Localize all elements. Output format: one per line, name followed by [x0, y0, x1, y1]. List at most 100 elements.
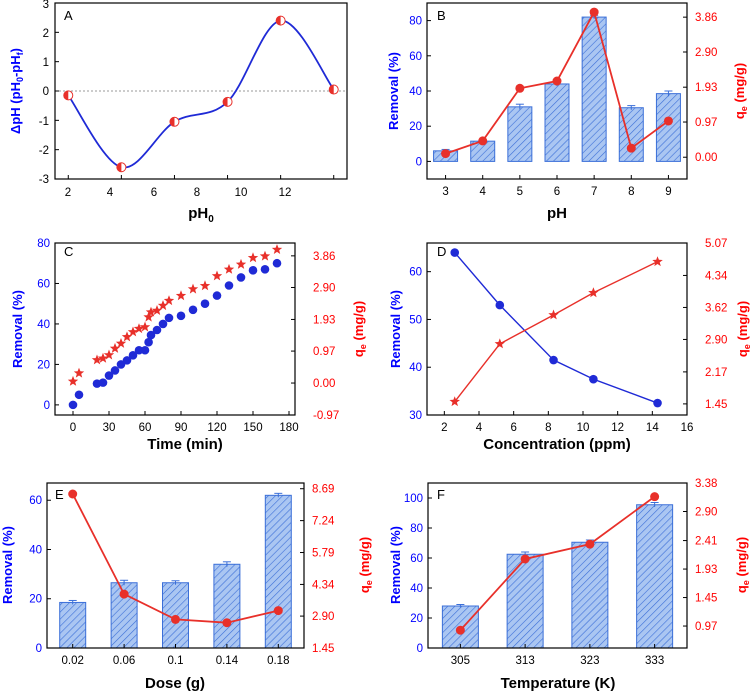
panel-e-xtick: 0.06: [113, 655, 135, 667]
panel-a-point: [222, 96, 233, 107]
panel-c-qe-star: [109, 342, 121, 353]
panel-f-ltick: 80: [410, 523, 423, 535]
panel-e-qe-point: [222, 618, 232, 628]
panel-a-y-ticks: -3 -2 -1 0 1 2 3: [39, 0, 49, 186]
panel-b-rtick: 1.93: [695, 82, 717, 94]
panel-d-removal-point: [450, 248, 460, 257]
panel-f-qe-point: [520, 554, 530, 564]
panel-e-qe-point: [68, 489, 78, 499]
panel-c-xtick: 120: [207, 422, 226, 434]
panel-f-rtick: 2.41: [695, 536, 717, 548]
panel-c-removal-point: [152, 325, 162, 335]
panel-b-ltick: 60: [409, 51, 422, 63]
panel-c-qe-star: [211, 270, 223, 281]
panel-c-qe-star: [121, 331, 133, 342]
panel-a-xtick: 8: [194, 187, 200, 199]
panel-b-right-ticks: 0.00 0.97 1.93 2.90 3.86: [683, 12, 717, 164]
panel-c-removal-point: [98, 378, 108, 387]
panel-e-xlabel: Dose (g): [145, 675, 205, 692]
panel-b-ltick: 40: [409, 86, 422, 98]
panel-c-left-ticks: 0 20 40 60 80: [37, 238, 59, 412]
panel-f-xtick: 323: [580, 655, 599, 667]
panel-e-rtick: 4.34: [312, 579, 335, 591]
panel-c-removal-point: [104, 371, 114, 380]
panel-f-qe-point: [585, 539, 595, 549]
panel-b-ltick: 0: [416, 156, 422, 168]
panel-a-point: [328, 84, 339, 95]
panel-e-rtick: 1.45: [312, 643, 334, 655]
panel-c-removal-point: [158, 319, 168, 329]
panel-f-x-ticks: 305 313 323 333: [451, 644, 664, 667]
panel-b-qe-point: [441, 149, 451, 159]
panel-b-qe-point: [663, 116, 673, 126]
panel-a-ytick: 0: [43, 86, 49, 98]
panel-e-ltick: 20: [29, 594, 42, 606]
panel-c-qe-star: [139, 321, 151, 332]
panel-b-ylabel-left: Removal (%): [386, 52, 401, 130]
panel-e-bar: [59, 601, 87, 649]
panel-c-removal-point: [248, 266, 258, 275]
panel-a-points: [63, 15, 339, 173]
panel-c-removal-point: [224, 281, 234, 290]
panel-a-ytick: 3: [43, 0, 49, 11]
panel-c-qe-star: [103, 349, 115, 360]
panel-a-label: A: [64, 8, 73, 23]
panel-c-qe-star: [223, 263, 235, 274]
panel-d-removal-point: [495, 300, 505, 310]
panel-f-points: [455, 492, 660, 635]
panel-b-xtick: 8: [628, 186, 634, 198]
panel-d-frame: [426, 242, 688, 416]
panel-b-xtick: 4: [480, 186, 487, 198]
panel-c-qe-star: [145, 306, 157, 317]
panel-a-ytick: -3: [39, 174, 49, 186]
panel-c-ltick: 40: [37, 319, 50, 331]
panel-e-x-ticks: 0.02 0.06 0.1 0.14 0.18: [62, 644, 289, 667]
panel-a-point: [116, 162, 127, 173]
panel-b-bar: [544, 83, 570, 162]
panel-d-qe-star: [494, 338, 505, 349]
panel-c-xtick: 30: [103, 422, 116, 434]
panel-f-qe-point: [455, 625, 465, 635]
panel-f-xlabel: Temperature (K): [501, 675, 616, 692]
panel-e-bars: [59, 492, 292, 649]
panel-e-bar: [213, 563, 241, 649]
panel-d: D 2 4 6 8 10 12 14 16 30 40 50 60 1.45 2.17 2.90 3.62…: [388, 238, 752, 453]
panel-d-ltick: 30: [409, 410, 422, 422]
panel-c-xtick: 90: [175, 422, 188, 434]
panel-d-removal-point: [653, 398, 662, 408]
panel-c-rtick: 1.93: [313, 314, 335, 326]
panel-c-removal-point: [164, 313, 174, 323]
panel-b-ltick: 20: [409, 121, 422, 133]
panel-c-right-ticks: -0.97 0.00 0.97 1.93 2.90 3.86: [291, 251, 339, 422]
panel-a-point: [275, 15, 286, 26]
panel-b-qe-point: [589, 7, 599, 17]
panel-a-ytick: 2: [43, 28, 49, 40]
panel-f-rtick: 0.97: [695, 621, 717, 633]
panel-c-qe-star: [67, 375, 79, 386]
panel-d-xtick: 4: [476, 422, 483, 434]
panel-d-x-ticks: 2 4 6 8 10 12 14 16: [441, 411, 693, 434]
panel-c-qe-star: [133, 323, 145, 334]
panel-c-ltick: 0: [44, 400, 50, 412]
panel-c-rtick: 0.00: [313, 378, 335, 390]
panel-f-ltick: 20: [410, 613, 423, 625]
panel-f-ylabel-left: Removal (%): [388, 526, 403, 604]
panel-e-qe-point: [171, 614, 180, 624]
panel-d-removal-point: [589, 374, 598, 384]
panel-b-qe-point: [515, 83, 525, 93]
panel-f-bar: [636, 504, 674, 649]
panel-a-xtick: 2: [65, 187, 71, 199]
panel-c-removal-point: [74, 390, 84, 400]
panel-f-ltick: 0: [417, 643, 423, 655]
panel-f-ltick: 40: [410, 583, 423, 595]
panel-c-frame: [54, 242, 296, 416]
panel-a-point: [169, 116, 180, 127]
panel-c-qe-star: [259, 250, 271, 261]
panel-b-rtick: 0.00: [695, 152, 717, 164]
panel-f-ltick: 100: [404, 493, 423, 505]
panel-b-rtick: 2.90: [695, 47, 717, 59]
panel-f-left-ticks: 0 20 40 60 80 100: [404, 493, 432, 655]
panel-a-ylabel: ΔpH (pH0-pHf): [8, 48, 25, 134]
panel-f-rtick: 1.93: [695, 564, 717, 576]
